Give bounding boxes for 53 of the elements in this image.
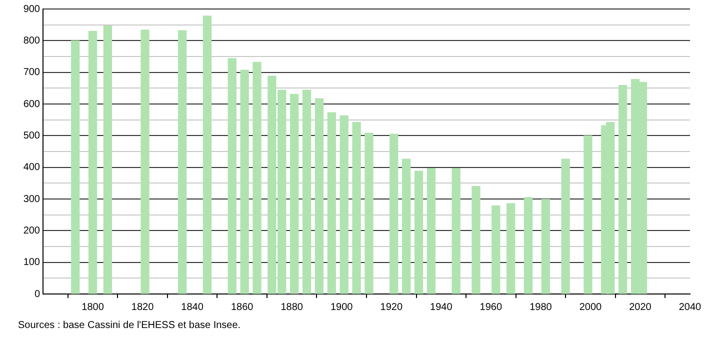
bar <box>506 203 516 294</box>
x-tick-label: 1940 <box>430 302 453 313</box>
x-tick-label: 1900 <box>330 302 354 313</box>
bar <box>71 40 80 294</box>
bar <box>561 158 570 294</box>
y-tick-label: 0 <box>34 288 40 300</box>
bar <box>327 112 336 294</box>
y-tick-label: 700 <box>23 67 40 78</box>
bar <box>524 197 533 294</box>
x-tick-label: 1920 <box>380 302 403 313</box>
y-tick-label: 400 <box>23 162 40 174</box>
y-tick-label: 300 <box>23 194 40 205</box>
bar <box>541 198 550 294</box>
bar <box>472 186 480 294</box>
bar <box>352 122 361 294</box>
bar <box>290 94 299 294</box>
x-tick-label: 1880 <box>280 302 304 313</box>
bar <box>240 70 249 294</box>
x-tick-label: 1800 <box>82 302 104 313</box>
x-tick-label: 1860 <box>230 302 254 313</box>
bar <box>584 135 592 294</box>
x-tick-label: 2040 <box>678 302 702 313</box>
y-tick-label: 100 <box>23 257 40 268</box>
y-tick-label: 800 <box>23 35 40 46</box>
x-tick-label: 1960 <box>480 302 502 313</box>
bar <box>402 158 411 294</box>
bar <box>426 168 436 294</box>
bar <box>618 84 628 294</box>
bar <box>252 62 262 294</box>
bar <box>414 170 424 294</box>
bar <box>202 16 212 294</box>
bar <box>103 25 112 294</box>
x-tick-label: 2000 <box>579 302 602 313</box>
x-tick-label: 1980 <box>530 302 552 313</box>
y-tick-label: 500 <box>23 130 40 142</box>
x-tick-label: 2020 <box>629 302 652 313</box>
y-tick-label: 900 <box>23 4 40 15</box>
bar <box>302 90 312 294</box>
bar <box>390 134 398 294</box>
bar <box>228 58 236 294</box>
y-tick-label: 200 <box>23 225 40 236</box>
bar <box>492 205 500 294</box>
bar <box>88 30 98 294</box>
source-note: Sources : base Cassini de l'EHESS et base Insee. <box>18 320 241 331</box>
x-tick-label: 1840 <box>181 302 204 313</box>
bar <box>178 30 187 294</box>
bar <box>452 168 460 294</box>
bar <box>340 115 348 294</box>
bar <box>140 30 150 294</box>
x-tick-label: 1820 <box>131 302 154 313</box>
y-tick-label: 600 <box>23 98 40 110</box>
bar <box>364 132 374 294</box>
bar <box>314 98 324 294</box>
